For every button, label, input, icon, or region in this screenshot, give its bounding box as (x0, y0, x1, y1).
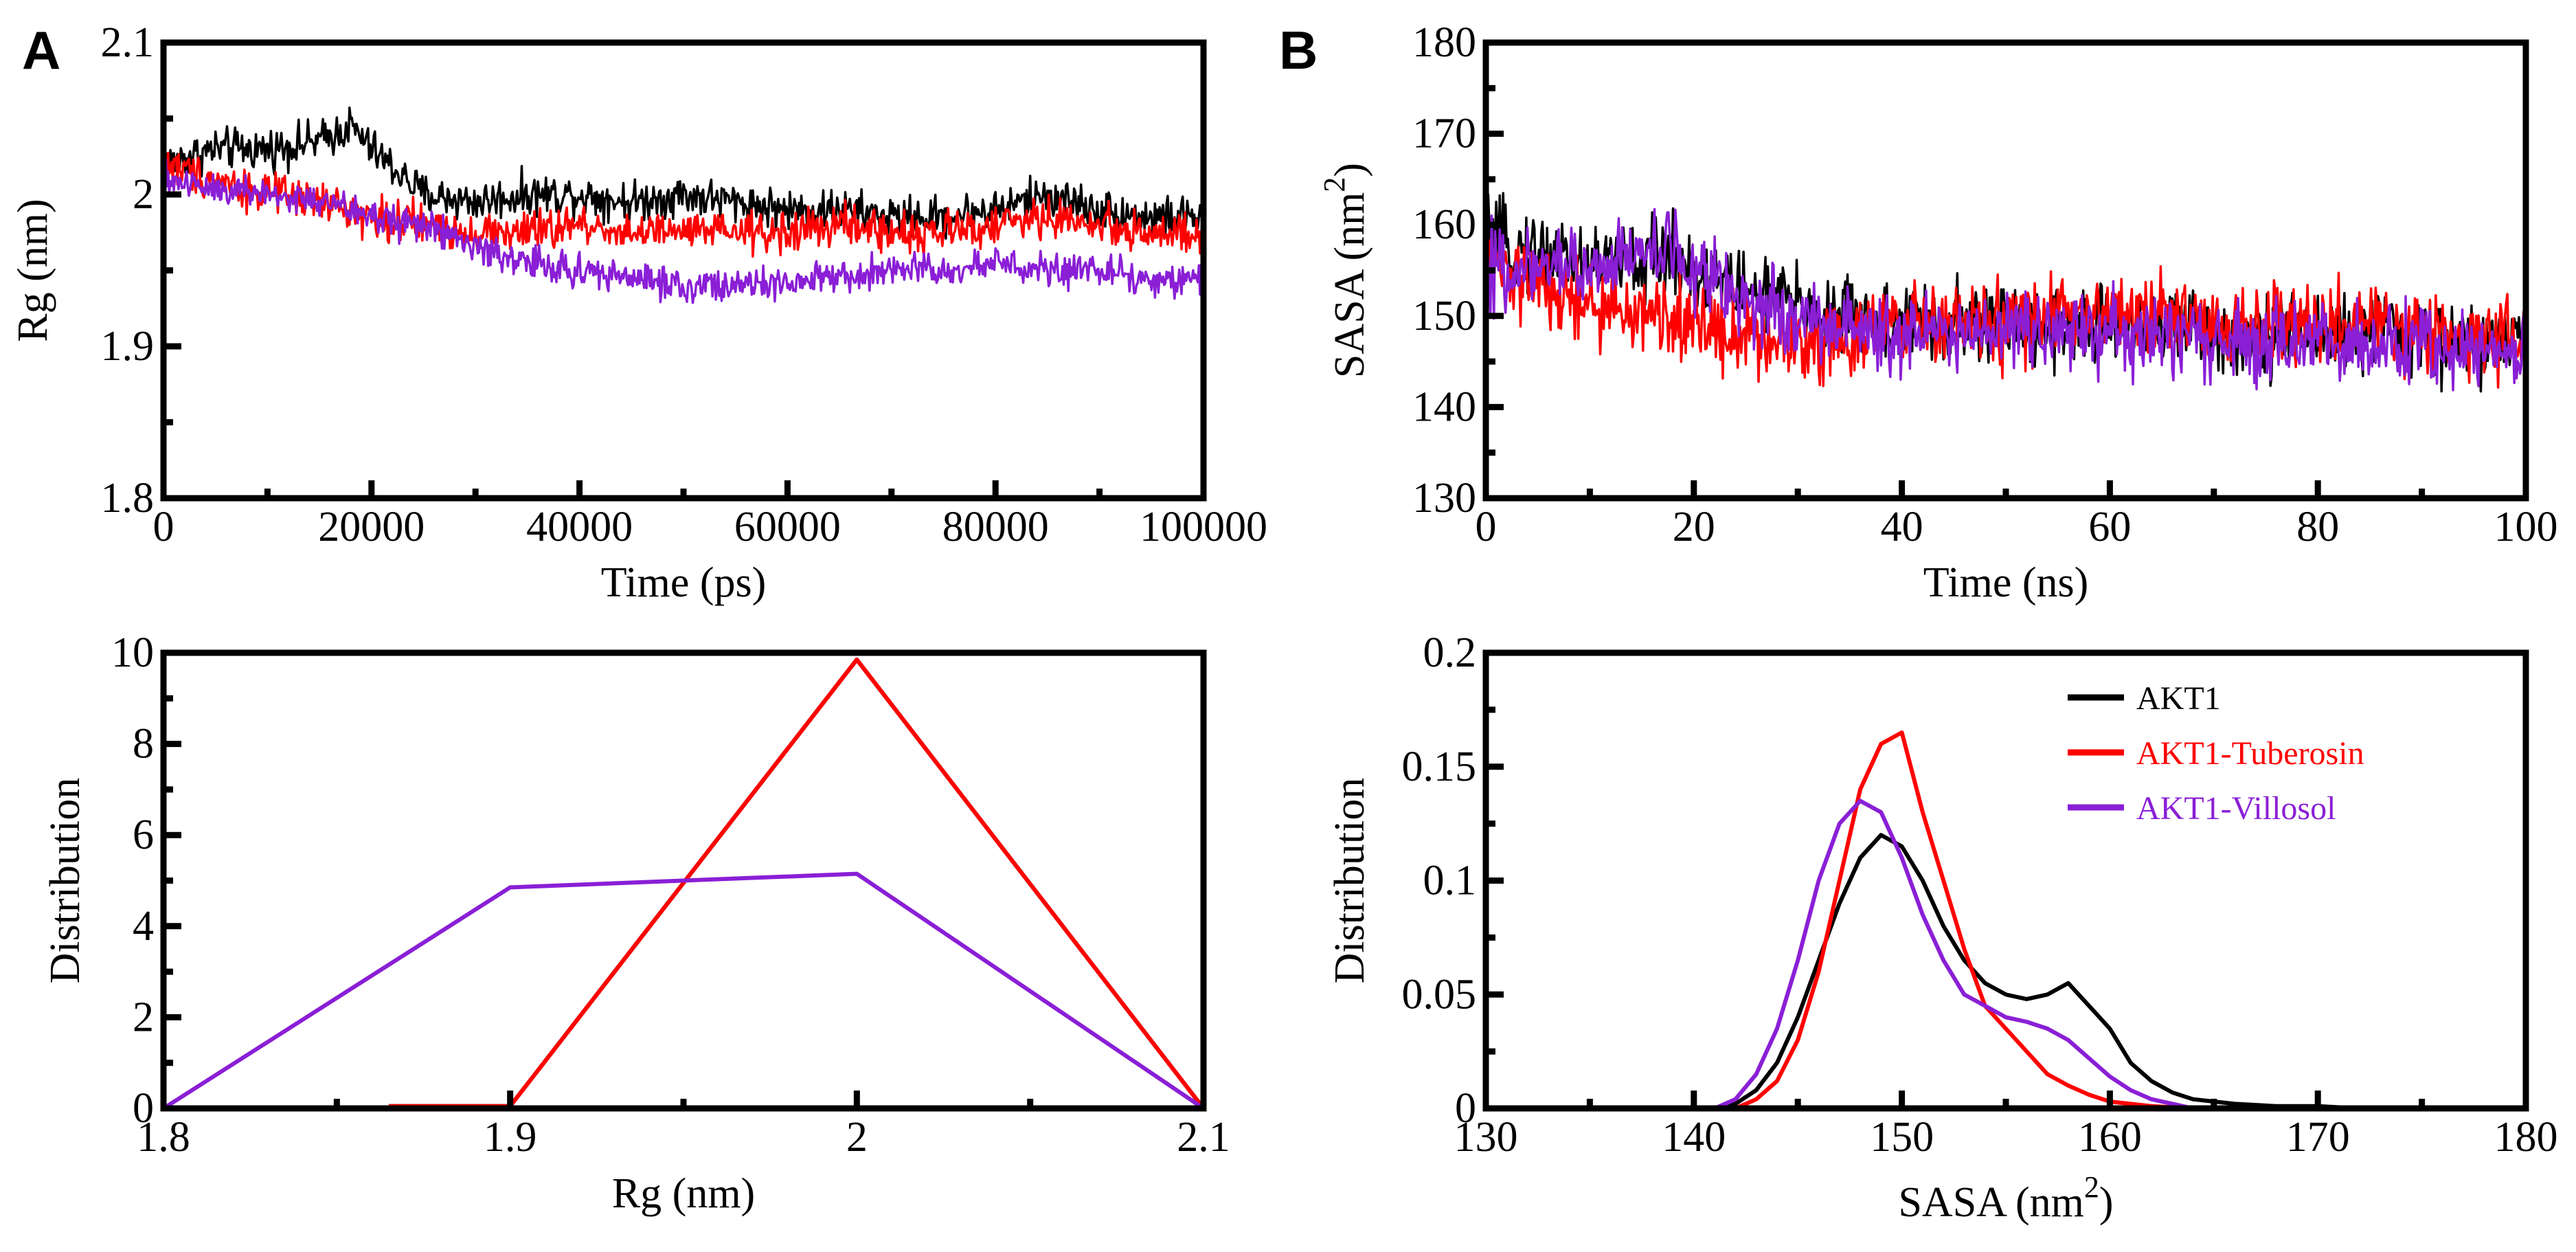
x-tick-label: 170 (2286, 1114, 2350, 1161)
legend-label-akt1: AKT1 (2136, 680, 2221, 717)
rg-time-plot: 0 20000 40000 60000 80000 100000 1.8 1.9 2 2.1 Tim… (10, 19, 1267, 606)
series-line-akt1-villosol (1484, 208, 2527, 392)
sasa-distribution-plot: 130 140 150 160 170 180 0 0.05 0.1 0.15 0.2 SASA (n… (1326, 629, 2558, 1226)
y-tick-label: 0.1 (1423, 858, 1477, 904)
y-tick-label: 6 (133, 812, 154, 858)
y-tick-label: 2 (133, 171, 154, 218)
series-line-akt1-villosol (162, 871, 1205, 1110)
series-line-akt1-tuberosin (1735, 730, 2193, 1110)
y-tick-label: 10 (111, 629, 154, 676)
x-tick-label: 100 (2494, 504, 2558, 550)
panel-label-b: B (1279, 20, 1318, 80)
y-tick-label: 140 (1412, 383, 1476, 430)
y-tick-label: 0 (1455, 1085, 1476, 1132)
y-tick-label: 0.2 (1423, 629, 1477, 676)
x-tick-label: 150 (1870, 1114, 1934, 1161)
x-tick-label: 0 (153, 504, 174, 550)
x-tick-label: 1.9 (484, 1114, 537, 1161)
x-tick-label: 80000 (942, 504, 1049, 550)
x-axis-label: Rg (nm) (612, 1170, 755, 1217)
x-tick-label: 130 (1454, 1114, 1518, 1161)
y-tick-label: 4 (133, 903, 154, 950)
x-tick-label: 60000 (734, 504, 841, 550)
x-tick-label: 1.8 (137, 1114, 190, 1161)
y-axis-label: SASA (nm2) (1318, 163, 1373, 378)
x-tick-label: 80 (2296, 504, 2339, 550)
y-tick-label: 8 (133, 721, 154, 768)
x-axis-label: SASA (nm2) (1898, 1170, 2113, 1226)
series-line-akt1 (162, 106, 1205, 240)
series-line-akt1-tuberosin (162, 151, 1205, 258)
y-tick-label: 150 (1412, 293, 1476, 339)
y-tick-label: 0.05 (1402, 971, 1477, 1018)
y-tick-label: 0 (133, 1085, 154, 1132)
y-tick-label: 0.15 (1402, 744, 1477, 790)
sasa-time-plot: 0 20 40 60 80 100 130 140 150 160 170 180 Time (ns) S… (1318, 19, 2558, 606)
series-line-akt1-villosol (162, 157, 1205, 304)
x-axis-label: Time (ps) (601, 559, 767, 606)
series-line-akt1-tuberosin (389, 657, 1206, 1110)
x-tick-label: 140 (1662, 1114, 1726, 1161)
rg-distribution-plot: 1.8 1.9 2 2.1 0 2 4 6 8 10 Rg (nm) Distribution (42, 629, 1230, 1217)
y-tick-label: 2.1 (101, 19, 155, 66)
x-axis-label: Time (ns) (1923, 559, 2089, 606)
y-tick-label: 180 (1412, 19, 1476, 66)
series-line-akt1-villosol (1713, 798, 2194, 1110)
panel-label-a: A (22, 20, 60, 80)
x-tick-label: 0 (1476, 504, 1497, 550)
y-tick-label: 130 (1412, 475, 1476, 522)
x-tick-label: 160 (2078, 1114, 2142, 1161)
y-tick-label: 1.8 (101, 475, 155, 522)
x-tick-label: 60 (2088, 504, 2131, 550)
y-tick-label: 1.9 (101, 323, 155, 370)
legend-label-akt1-villosol: AKT1-Villosol (2136, 790, 2336, 827)
legend-label-akt1-tuberosin: AKT1-Tuberosin (2136, 735, 2364, 772)
series-line-akt1 (1714, 833, 2360, 1110)
legend: AKT1 AKT1-Tuberosin AKT1-Villosol (2068, 680, 2364, 827)
y-tick-label: 2 (133, 994, 154, 1040)
x-tick-label: 180 (2494, 1114, 2558, 1161)
series-line-akt1 (389, 657, 1206, 1110)
y-axis-label: Rg (nm) (10, 199, 56, 342)
plot-frame (1482, 649, 2529, 1112)
x-tick-label: 20 (1673, 504, 1715, 550)
x-tick-label: 20000 (318, 504, 425, 550)
y-axis-label: Distribution (1326, 778, 1373, 984)
x-tick-label: 2.1 (1177, 1114, 1230, 1161)
x-tick-label: 100000 (1140, 504, 1267, 550)
y-axis-label: Distribution (42, 778, 89, 984)
x-tick-label: 40000 (526, 504, 633, 550)
x-tick-label: 2 (846, 1114, 868, 1161)
y-tick-label: 160 (1412, 201, 1476, 248)
x-tick-label: 40 (1881, 504, 1923, 550)
y-tick-label: 170 (1412, 111, 1476, 157)
